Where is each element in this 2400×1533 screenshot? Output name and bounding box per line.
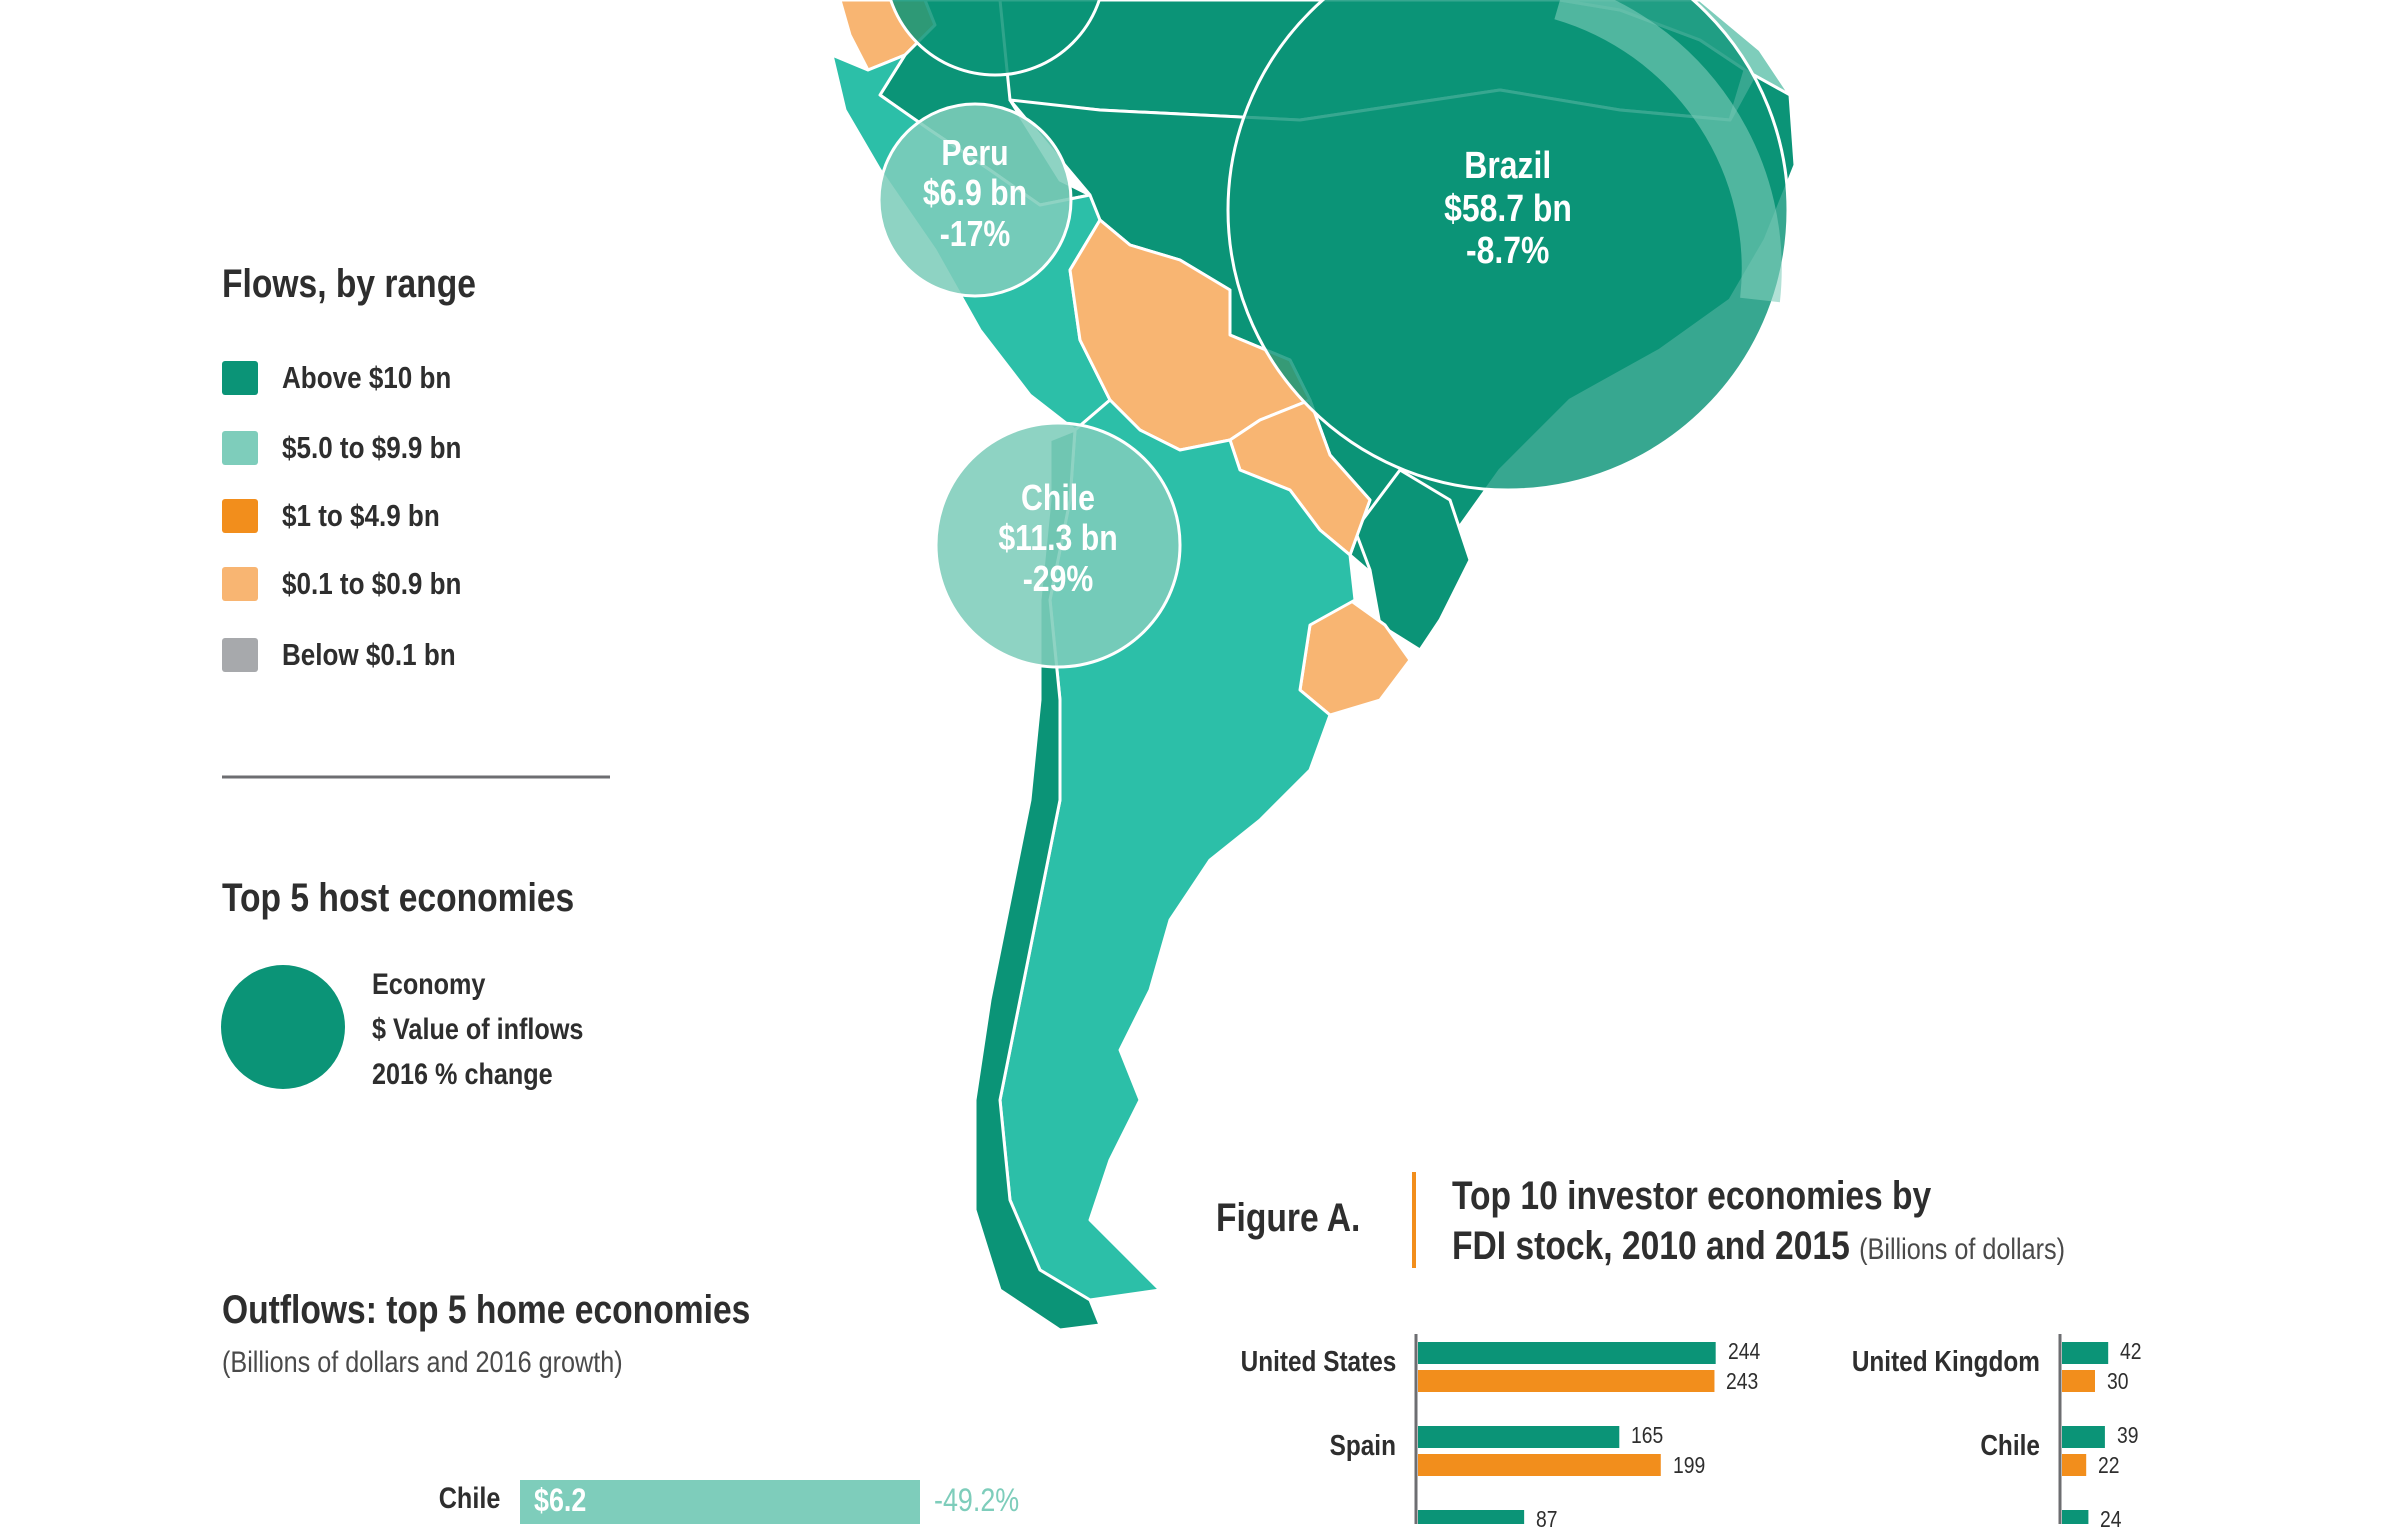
brazil-bubble [1226,0,1790,492]
outflows-row-label: Chile [438,1482,500,1515]
figure-a-title-line1: Top 10 investor economies by [1452,1174,1932,1218]
outflows-growth: -49.2% [934,1482,1020,1518]
chile-change: -29% [1022,557,1094,599]
brazil-change: -8.7% [1466,230,1550,273]
host-legend-line-change: 2016 % change [372,1058,553,1091]
chile-bubble [934,421,1182,669]
legend-label: $0.1 to $0.9 bn [282,566,462,601]
peru-bubble-label: Peru $6.9 bn -17% [855,132,1095,254]
legend-swatch [222,499,258,533]
host-legend-title: Top 5 host economies [222,876,575,920]
chile-value: $11.3 bn [998,517,1118,559]
peru-bubble [877,102,1073,298]
figure-a-unit: (Billions of dollars) [1859,1233,2066,1266]
figure-a-title-text: FDI stock, 2010 and 2015 [1452,1224,1850,1268]
flows-legend-title: Flows, by range [222,262,476,306]
legend-label: Below $0.1 bn [282,637,456,672]
outflows-subtitle: (Billions of dollars and 2016 growth) [222,1346,623,1379]
host-legend-line-economy: Economy [372,968,486,1001]
outflows-title: Outflows: top 5 home economies [222,1288,751,1332]
country-brazil-south [1353,468,1472,652]
legend-label: Above $10 bn [282,360,452,395]
country-chile [973,428,1102,1332]
legend-swatch [222,361,258,395]
brazil-value: $58.7 bn [1444,187,1572,230]
legend-label: $1 to $4.9 bn [282,498,440,533]
host-legend-bubble [221,965,345,1089]
colombia-bubble-fragment [889,0,1101,77]
chile-bubble-label: Chile $11.3 bn -29% [928,477,1188,599]
figure-a-label: Figure A. [1216,1196,1361,1240]
peru-change: -17% [939,212,1011,254]
chile-name: Chile [1021,477,1095,518]
outflows-bar-value: $6.2 [534,1482,587,1518]
figure-a-title-line2: FDI stock, 2010 and 2015 (Billions of do… [1452,1224,2182,1269]
peru-value: $6.9 bn [922,172,1028,214]
brazil-name: Brazil [1464,145,1552,187]
legend-swatch [222,638,258,672]
legend-swatch [222,431,258,465]
host-legend-lines: Economy $ Value of inflows 2016 % change [372,962,624,1097]
legend-swatch [222,567,258,601]
brazil-bubble-label: Brazil $58.7 bn -8.7% [1358,145,1658,273]
host-legend-line-value: $ Value of inflows [372,1013,584,1046]
peru-name: Peru [941,132,1009,173]
legend-label: $5.0 to $9.9 bn [282,430,462,465]
brazil-bubble-edge [1554,0,1782,303]
outflows-bar: $6.2 [520,1480,920,1524]
